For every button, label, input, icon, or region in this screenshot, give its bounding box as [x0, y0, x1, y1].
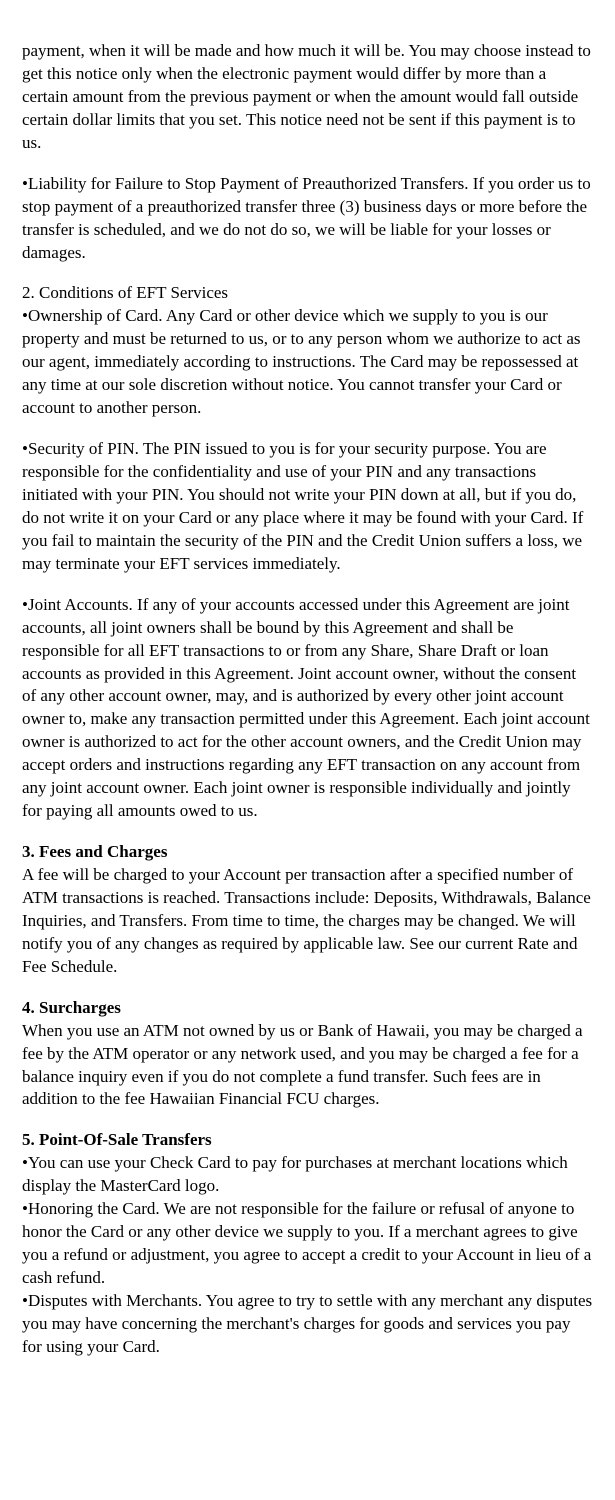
body-text: •Liability for Failure to Stop Payment o… — [22, 173, 593, 265]
body-text: •Joint Accounts. If any of your accounts… — [22, 594, 593, 823]
body-text: •Ownership of Card. Any Card or other de… — [22, 305, 593, 420]
body-text: •You can use your Check Card to pay for … — [22, 1152, 593, 1198]
body-text: •Disputes with Merchants. You agree to t… — [22, 1290, 593, 1359]
body-text: payment, when it will be made and how mu… — [22, 40, 593, 155]
section-heading: 2. Conditions of EFT Services — [22, 282, 593, 305]
section-heading: 3. Fees and Charges — [22, 841, 593, 864]
body-text: •Security of PIN. The PIN issued to you … — [22, 438, 593, 576]
section-heading: 4. Surcharges — [22, 997, 593, 1020]
section-heading: 5. Point-Of-Sale Transfers — [22, 1129, 593, 1152]
body-text: When you use an ATM not owned by us or B… — [22, 1020, 593, 1112]
body-text: •Honoring the Card. We are not responsib… — [22, 1198, 593, 1290]
body-text: A fee will be charged to your Account pe… — [22, 864, 593, 979]
